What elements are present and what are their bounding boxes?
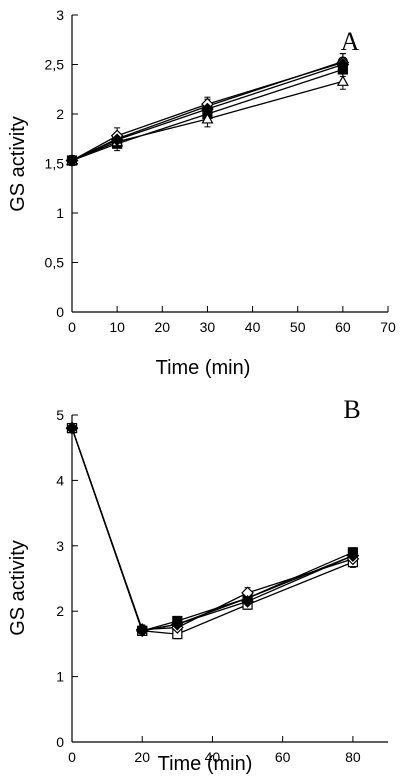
panel-a-x-tick-label: 20	[154, 319, 170, 335]
panel-a-series-4-point	[336, 75, 349, 86]
panel-a-y-tick-label: 0	[56, 304, 64, 320]
panel-a-x-axis-title: Time (min)	[156, 357, 251, 379]
chart-panel-b: 0 1 2 3 4 5 0 20 40 60 80 B Time (min) GS activity	[7, 395, 388, 775]
panel-a-x-tick-label: 70	[380, 319, 396, 335]
panel-b-series-5-point	[65, 421, 79, 435]
panel-a-x-tick-label: 10	[109, 319, 125, 335]
panel-b-y-tick-label: 0	[56, 734, 64, 750]
panel-a-x-tick-label: 40	[245, 319, 261, 335]
panel-a-label: A	[341, 27, 360, 56]
panel-b-series-1-line	[71, 427, 354, 632]
chart-panel-a: 00,511,522,530 10 20 30 40 50 60 70 A Time (min…	[7, 7, 396, 379]
panel-b-series-5-line	[71, 427, 354, 632]
panel-a-y-tick-label: 3	[56, 7, 64, 23]
panel-a-series-5-point	[65, 154, 79, 167]
panel-b-label: B	[343, 395, 360, 424]
panel-a-y-tick-label: 1,5	[45, 156, 65, 172]
panel-b-x-tick-label: 40	[205, 749, 221, 765]
panel-b-y-tick-label: 4	[56, 472, 64, 488]
panel-a-y-tick-label: 0,5	[45, 255, 65, 271]
panel-b-y-tick-label: 2	[56, 603, 64, 619]
panel-a-series-4-line	[71, 80, 344, 162]
panel-a-y-tick-label: 1	[56, 205, 64, 221]
panel-b-series-5-point	[135, 624, 149, 638]
panel-a-marks: 00,511,522,530 10 20 30 40 50 60 70	[45, 7, 396, 335]
panel-b-x-tick-label: 80	[345, 749, 361, 765]
panel-b-y-tick-label: 3	[56, 538, 64, 554]
panel-a-x-tick-label: 0	[68, 319, 76, 335]
panel-b-series-3-line	[71, 427, 354, 635]
panel-b-series-5-point	[170, 617, 184, 631]
panel-b-series-5-point	[346, 549, 360, 562]
panel-a-series-5-line	[71, 63, 344, 162]
panel-b-x-tick-label: 0	[68, 749, 76, 765]
panel-b-x-axis-title: Time (min)	[158, 753, 253, 775]
panel-a-series-4-point	[201, 112, 214, 124]
panel-a-series-5-point	[336, 58, 350, 71]
panel-a-y-axis-title: GS activity	[7, 116, 29, 212]
panel-b-series-2-line	[71, 427, 354, 632]
panel-a-series-3-line	[71, 61, 344, 162]
panel-a-x-tick-label: 60	[335, 319, 351, 335]
panel-b-y-axis-title: GS activity	[7, 540, 29, 636]
panel-a-y-tick-label: 2	[56, 106, 64, 122]
panel-a-series-2-line	[71, 68, 344, 162]
panel-a-x-tick-label: 30	[200, 319, 216, 335]
panel-b-series-5-point	[241, 595, 254, 608]
panel-b-series-4-line	[71, 427, 354, 631]
panel-b-y-tick-label: 5	[56, 407, 64, 423]
panel-b-x-tick-label: 60	[275, 749, 291, 765]
panel-a-series-5-point	[110, 133, 124, 147]
panel-a-series-5-point	[201, 102, 214, 116]
panel-b-y-tick-label: 1	[56, 669, 64, 685]
panel-b-x-tick-label: 20	[134, 749, 150, 765]
panel-a-y-tick-label: 2,5	[45, 57, 65, 73]
panel-b-marks: 0 1 2 3 4 5 0 20 40 60 80	[56, 407, 388, 765]
panel-a-x-tick-label: 50	[290, 319, 306, 335]
